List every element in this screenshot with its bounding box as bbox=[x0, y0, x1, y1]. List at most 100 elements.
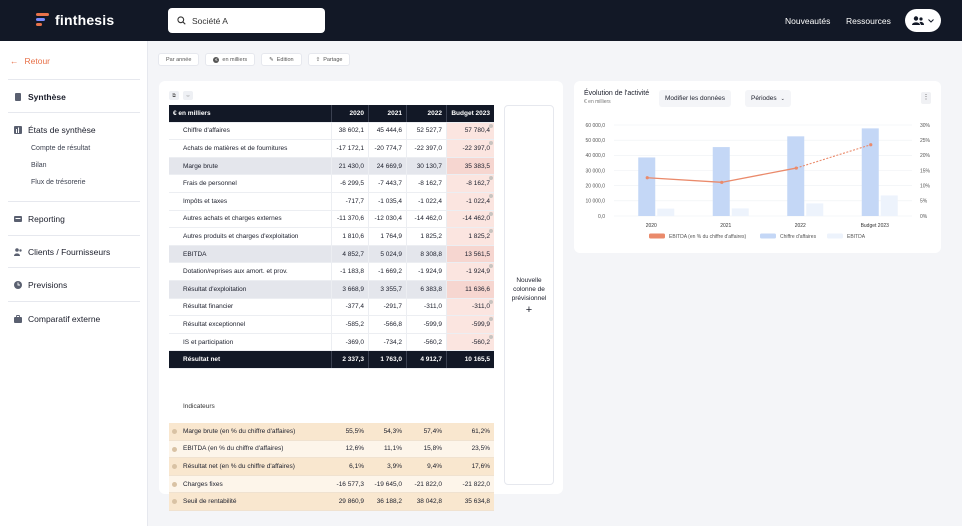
nav-nouveautes[interactable]: Nouveautés bbox=[785, 16, 831, 26]
top-bar: finthesis Nouveautés Ressources bbox=[0, 0, 962, 41]
row-label: Résultat d'exploitation bbox=[183, 285, 247, 293]
y-tick-label-right: 15% bbox=[920, 168, 931, 174]
indicator-value: 55,5% bbox=[345, 427, 364, 435]
cell-text: -8 162,7 bbox=[418, 180, 442, 188]
comment-dot-icon[interactable] bbox=[489, 211, 493, 216]
sidebar-subitem-bilan[interactable]: Bilan bbox=[31, 162, 47, 169]
cell-text: -17 172,1 bbox=[336, 144, 364, 152]
search-box[interactable] bbox=[168, 8, 325, 33]
filter-par-annee[interactable]: Par année bbox=[158, 53, 200, 66]
columns-icon[interactable]: ⇔ bbox=[183, 91, 193, 100]
y-tick-label-right: 0% bbox=[920, 214, 928, 220]
cell-value: -734,2 bbox=[368, 333, 406, 351]
filter-partage[interactable]: ⇪ Partage bbox=[307, 53, 351, 66]
modify-data-label: Modifier les données bbox=[665, 95, 725, 102]
nav-ressources[interactable]: Ressources bbox=[846, 16, 891, 26]
cell-value[interactable]: -1 924,9 bbox=[446, 263, 494, 280]
sidebar-subitem-compte-resultat[interactable]: Compte de résultat bbox=[31, 145, 91, 152]
comment-dot-icon[interactable] bbox=[489, 264, 493, 269]
cell-value: -377,4 bbox=[331, 298, 368, 316]
x-tick-label: 2022 bbox=[795, 223, 806, 229]
legend-label: EBITDA bbox=[847, 234, 866, 240]
cell-text: 45 444,6 bbox=[376, 127, 402, 135]
cell-text: -12 030,4 bbox=[374, 215, 402, 223]
cell-value[interactable]: Budget 2023 bbox=[446, 105, 494, 122]
sidebar-item-comparatif[interactable]: Comparatif externe bbox=[14, 314, 100, 324]
sidebar-subitem-flux-tresorerie[interactable]: Flux de trésorerie bbox=[31, 179, 86, 186]
table-row: Résultat d'exploitation 3 668,9 3 355,7 6 3… bbox=[169, 281, 494, 299]
cell-value[interactable]: 1 825,2 bbox=[446, 228, 494, 245]
row-label: Autres produits et charges d'exploitatio… bbox=[183, 232, 299, 240]
cell-value: -1 669,2 bbox=[368, 263, 406, 280]
users-icon bbox=[14, 248, 22, 256]
user-menu-button[interactable] bbox=[905, 9, 941, 32]
search-icon bbox=[177, 16, 186, 25]
cell-value: -585,2 bbox=[331, 316, 368, 333]
cell-text: 24 669,9 bbox=[376, 162, 402, 170]
comment-dot-icon[interactable] bbox=[489, 229, 493, 234]
cell-value[interactable]: -560,2 bbox=[446, 333, 494, 351]
indicators-title: Indicateurs bbox=[183, 403, 215, 410]
back-button[interactable]: ← Retour bbox=[10, 56, 50, 66]
cell-value[interactable]: 11 636,6 bbox=[446, 281, 494, 298]
periods-label: Périodes bbox=[751, 95, 777, 102]
indicator-value: 11,1% bbox=[384, 445, 402, 453]
table-row: Autres produits et charges d'exploitatio… bbox=[169, 228, 494, 246]
cell-value[interactable]: -311,0 bbox=[446, 298, 494, 316]
chart-icon bbox=[14, 126, 22, 134]
row-label: Résultat financier bbox=[183, 303, 234, 311]
filter-label: Edition bbox=[276, 56, 294, 63]
cell-text: -311,0 bbox=[472, 303, 490, 311]
cell-value[interactable]: -599,9 bbox=[446, 316, 494, 333]
logo[interactable]: finthesis bbox=[36, 12, 114, 28]
cell-value[interactable]: -8 162,7 bbox=[446, 175, 494, 192]
cell-text: 8 308,8 bbox=[420, 250, 442, 258]
cell-value: -1 924,9 bbox=[406, 263, 446, 280]
y-tick-label-left: 20 000,0 bbox=[586, 183, 606, 189]
cell-value: -1 022,4 bbox=[406, 193, 446, 210]
cell-text: 4 912,7 bbox=[420, 356, 442, 364]
cell-value: -560,2 bbox=[406, 333, 446, 351]
cell-value[interactable]: -14 462,0 bbox=[446, 210, 494, 228]
sidebar-item-etats[interactable]: États de synthèse bbox=[14, 125, 96, 135]
comment-dot-icon[interactable] bbox=[489, 299, 493, 304]
copy-icon[interactable]: ⧉ bbox=[169, 91, 179, 100]
y-tick-label-left: 0,0 bbox=[598, 214, 605, 220]
new-forecast-column-button[interactable]: Nouvelle colonne de prévisionnel + bbox=[504, 105, 554, 485]
indicator-label: Seuil de rentabilité bbox=[169, 493, 331, 510]
table-tools: ⧉ ⇔ bbox=[169, 91, 193, 100]
cell-value[interactable]: 10 165,5 bbox=[446, 351, 494, 368]
search-input[interactable] bbox=[192, 15, 312, 26]
cell-text: 3 668,9 bbox=[342, 285, 364, 293]
bar-ebitda bbox=[880, 195, 898, 216]
cell-value[interactable]: 35 383,5 bbox=[446, 157, 494, 175]
cell-text: -566,8 bbox=[383, 320, 402, 328]
modify-data-button[interactable]: Modifier les données bbox=[659, 90, 731, 107]
cell-text: 1 825,2 bbox=[468, 232, 490, 240]
comment-dot-icon[interactable] bbox=[489, 317, 493, 322]
comment-dot-icon[interactable] bbox=[489, 176, 493, 181]
cell-text: 11 636,6 bbox=[465, 285, 490, 293]
cell-value[interactable]: -1 022,4 bbox=[446, 193, 494, 210]
sidebar-item-reporting[interactable]: Reporting bbox=[14, 214, 65, 224]
comment-dot-icon[interactable] bbox=[489, 194, 493, 198]
cell-value[interactable]: 13 561,5 bbox=[446, 245, 494, 263]
divider bbox=[8, 201, 140, 202]
filter-en-milliers[interactable]: € en milliers bbox=[205, 53, 256, 66]
comment-dot-icon[interactable] bbox=[489, 123, 493, 128]
cell-text: -377,4 bbox=[345, 303, 364, 311]
plus-icon: + bbox=[525, 303, 533, 316]
sidebar-item-clients[interactable]: Clients / Fournisseurs bbox=[14, 247, 110, 257]
cell-value[interactable]: -22 397,0 bbox=[446, 140, 494, 157]
cell-text: -1 924,9 bbox=[466, 268, 490, 276]
sidebar-item-previsions[interactable]: Previsions bbox=[14, 280, 67, 290]
chevron-down-icon: ⌄ bbox=[780, 95, 785, 102]
indicator-value: -21 822,0 bbox=[462, 480, 490, 488]
comment-dot-icon[interactable] bbox=[489, 334, 493, 339]
filter-edition[interactable]: ✎ Edition bbox=[261, 53, 302, 66]
cell-value[interactable]: 57 780,4 bbox=[446, 122, 494, 140]
more-options-icon[interactable]: ⋮ bbox=[921, 92, 931, 104]
sidebar-item-synthese[interactable]: Synthèse bbox=[14, 92, 66, 102]
comment-dot-icon[interactable] bbox=[489, 141, 493, 146]
periods-dropdown[interactable]: Périodes ⌄ bbox=[745, 90, 791, 107]
